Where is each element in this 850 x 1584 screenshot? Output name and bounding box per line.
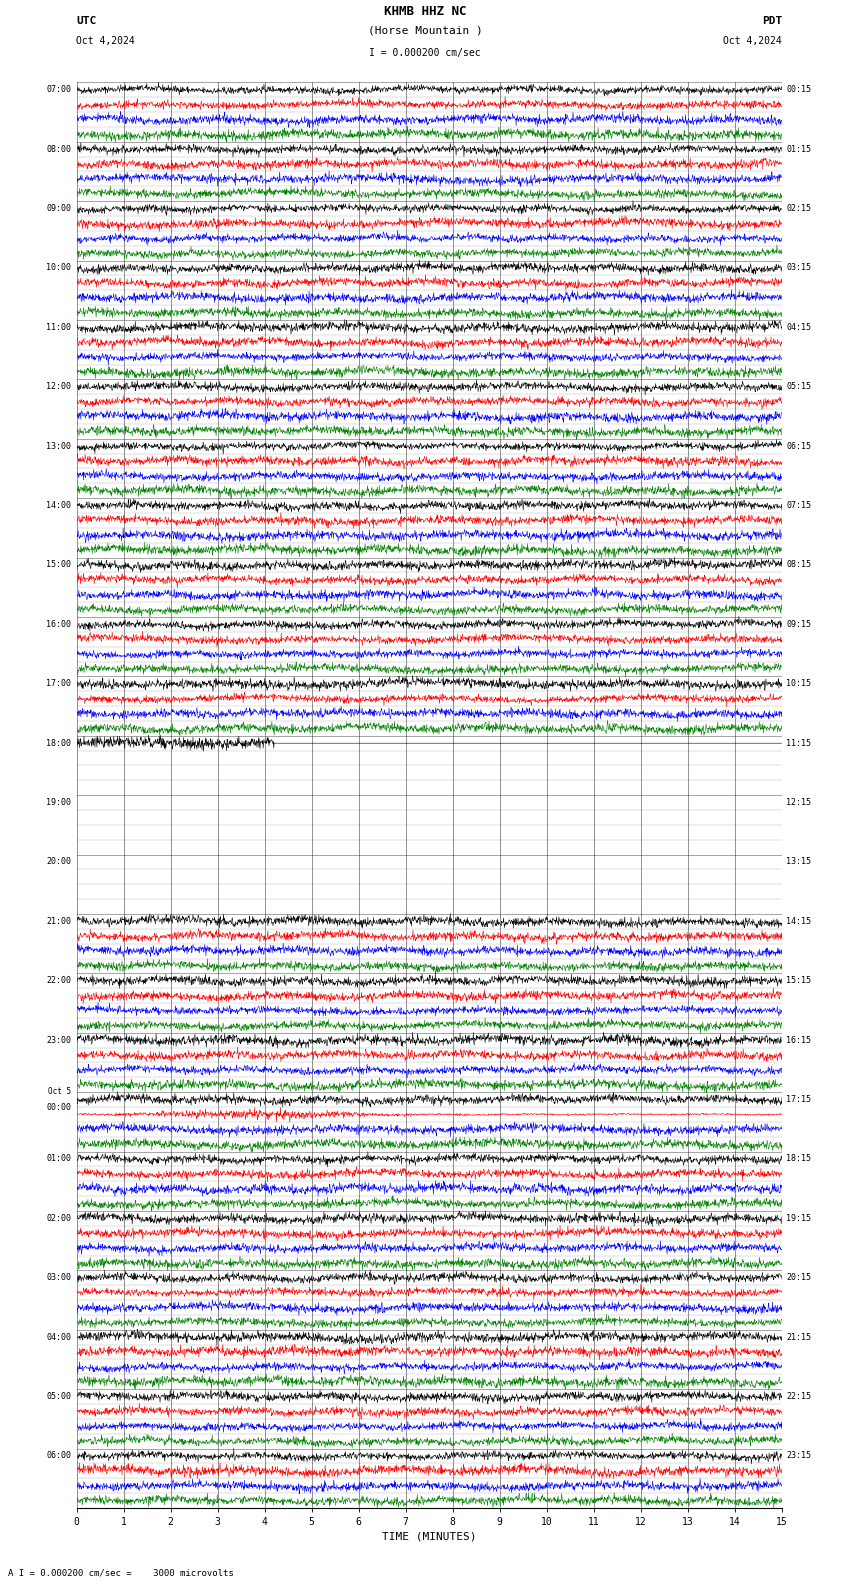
Text: Oct 4,2024: Oct 4,2024 <box>76 36 135 46</box>
Text: 03:00: 03:00 <box>47 1274 71 1283</box>
Text: 16:00: 16:00 <box>47 619 71 629</box>
Text: 11:00: 11:00 <box>47 323 71 333</box>
Text: 10:00: 10:00 <box>47 263 71 272</box>
Text: PDT: PDT <box>762 16 782 25</box>
Text: 20:00: 20:00 <box>47 857 71 866</box>
Text: 22:15: 22:15 <box>786 1392 811 1402</box>
Text: A I = 0.000200 cm/sec =    3000 microvolts: A I = 0.000200 cm/sec = 3000 microvolts <box>8 1568 235 1578</box>
Text: UTC: UTC <box>76 16 97 25</box>
Text: 22:00: 22:00 <box>47 976 71 985</box>
Text: 08:00: 08:00 <box>47 144 71 154</box>
Text: 15:15: 15:15 <box>786 976 811 985</box>
Text: 06:00: 06:00 <box>47 1451 71 1460</box>
Text: 07:15: 07:15 <box>786 501 811 510</box>
Text: 01:15: 01:15 <box>786 144 811 154</box>
Text: 04:15: 04:15 <box>786 323 811 333</box>
X-axis label: TIME (MINUTES): TIME (MINUTES) <box>382 1532 477 1541</box>
Text: 00:15: 00:15 <box>786 86 811 95</box>
Text: 03:15: 03:15 <box>786 263 811 272</box>
Text: 05:00: 05:00 <box>47 1392 71 1402</box>
Text: (Horse Mountain ): (Horse Mountain ) <box>367 25 483 35</box>
Text: 12:00: 12:00 <box>47 382 71 391</box>
Text: Oct 4,2024: Oct 4,2024 <box>723 36 782 46</box>
Text: 20:15: 20:15 <box>786 1274 811 1283</box>
Text: 01:00: 01:00 <box>47 1155 71 1164</box>
Text: 09:15: 09:15 <box>786 619 811 629</box>
Text: 19:00: 19:00 <box>47 798 71 808</box>
Text: 13:15: 13:15 <box>786 857 811 866</box>
Text: 23:00: 23:00 <box>47 1036 71 1045</box>
Text: 23:15: 23:15 <box>786 1451 811 1460</box>
Text: I = 0.000200 cm/sec: I = 0.000200 cm/sec <box>369 48 481 57</box>
Text: 14:00: 14:00 <box>47 501 71 510</box>
Text: Oct 5: Oct 5 <box>48 1087 71 1096</box>
Text: 11:15: 11:15 <box>786 738 811 748</box>
Text: 07:00: 07:00 <box>47 86 71 95</box>
Text: 06:15: 06:15 <box>786 442 811 451</box>
Text: 18:00: 18:00 <box>47 738 71 748</box>
Text: 21:15: 21:15 <box>786 1332 811 1342</box>
Text: 18:15: 18:15 <box>786 1155 811 1164</box>
Text: 17:00: 17:00 <box>47 680 71 689</box>
Text: 21:00: 21:00 <box>47 917 71 927</box>
Text: 17:15: 17:15 <box>786 1095 811 1104</box>
Text: KHMB HHZ NC: KHMB HHZ NC <box>383 5 467 17</box>
Text: 16:15: 16:15 <box>786 1036 811 1045</box>
Text: 00:00: 00:00 <box>47 1102 71 1112</box>
Text: 15:00: 15:00 <box>47 561 71 570</box>
Text: 05:15: 05:15 <box>786 382 811 391</box>
Text: 14:15: 14:15 <box>786 917 811 927</box>
Text: 10:15: 10:15 <box>786 680 811 689</box>
Text: 02:15: 02:15 <box>786 204 811 214</box>
Text: 02:00: 02:00 <box>47 1213 71 1223</box>
Text: 09:00: 09:00 <box>47 204 71 214</box>
Text: 13:00: 13:00 <box>47 442 71 451</box>
Text: 08:15: 08:15 <box>786 561 811 570</box>
Text: 04:00: 04:00 <box>47 1332 71 1342</box>
Text: 19:15: 19:15 <box>786 1213 811 1223</box>
Text: 12:15: 12:15 <box>786 798 811 808</box>
